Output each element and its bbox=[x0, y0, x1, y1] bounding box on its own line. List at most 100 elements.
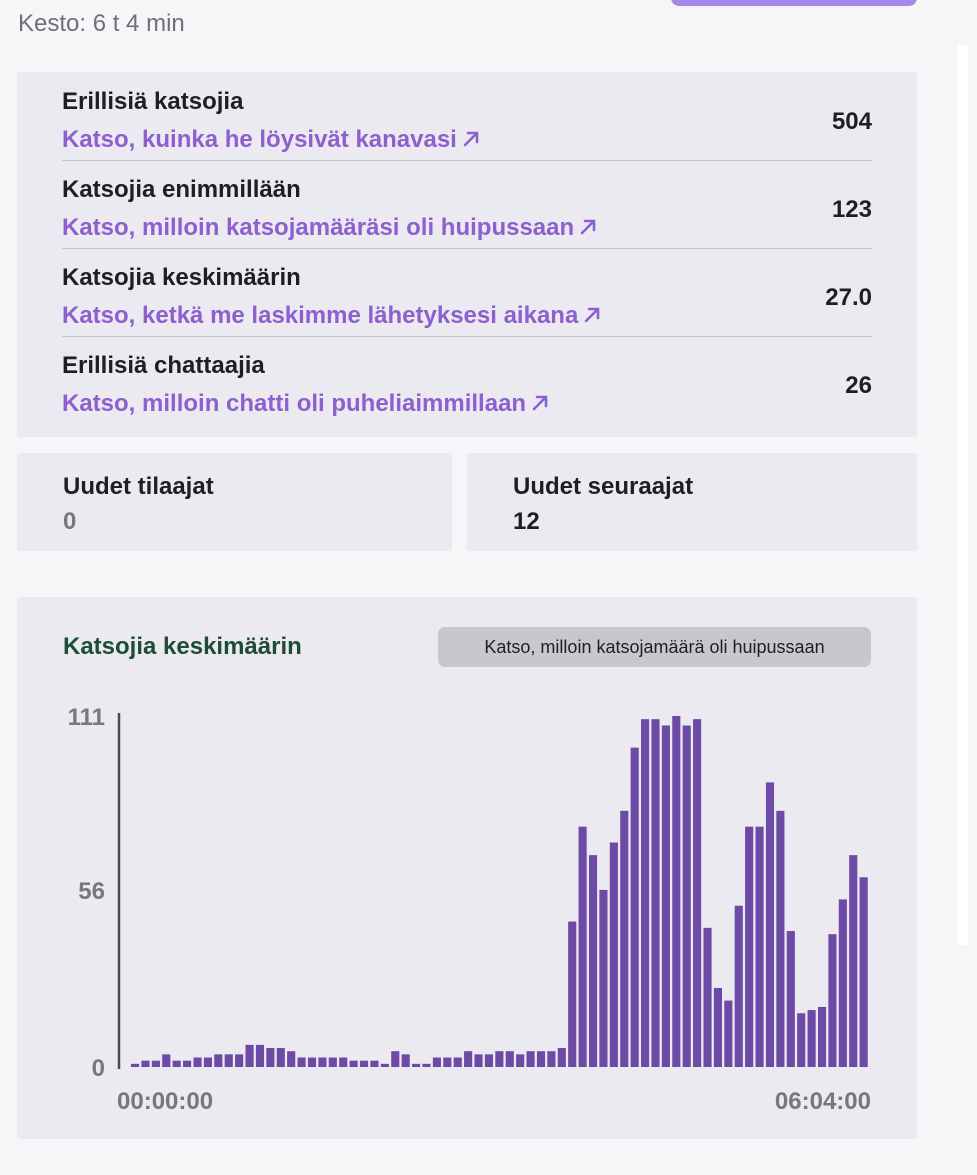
chart-bar[interactable] bbox=[620, 810, 629, 1067]
chart-bar[interactable] bbox=[131, 1063, 140, 1067]
chart-bar[interactable] bbox=[443, 1057, 452, 1067]
chart-bar[interactable] bbox=[370, 1060, 379, 1067]
stat-link-max-viewers[interactable]: Katso, milloin katsojamääräsi oli huipus… bbox=[62, 214, 598, 244]
new-followers-card: Uudet seuraajat 12 bbox=[467, 453, 917, 551]
arrow-up-right-icon bbox=[582, 304, 602, 332]
chart-bar[interactable] bbox=[235, 1054, 244, 1067]
chart-bar[interactable] bbox=[526, 1051, 535, 1067]
chart-bar[interactable] bbox=[401, 1054, 410, 1067]
chart-bar[interactable] bbox=[745, 826, 754, 1067]
viewers-bar-chart: 0 56 111 00:00:00 06:04:00 bbox=[68, 704, 871, 1115]
stat-link-average-viewers[interactable]: Katso, ketkä me laskimme lähetyksesi aik… bbox=[62, 302, 602, 332]
scrollbar[interactable] bbox=[958, 45, 968, 945]
stat-title: Katsojia enimmillään bbox=[62, 176, 301, 203]
chart-bar[interactable] bbox=[391, 1051, 400, 1067]
chart-bar[interactable] bbox=[266, 1048, 275, 1067]
chart-bar[interactable] bbox=[412, 1063, 421, 1067]
chart-bar[interactable] bbox=[536, 1051, 546, 1067]
chart-bar[interactable] bbox=[724, 1000, 733, 1067]
chart-bar[interactable] bbox=[672, 716, 681, 1067]
chart-bar[interactable] bbox=[224, 1054, 233, 1067]
chart-bar[interactable] bbox=[817, 1006, 827, 1067]
new-followers-value: 12 bbox=[513, 508, 540, 535]
chart-bar[interactable] bbox=[568, 921, 577, 1067]
chart-bar[interactable] bbox=[588, 855, 598, 1067]
chart-bar[interactable] bbox=[859, 877, 868, 1067]
chart-bar[interactable] bbox=[432, 1057, 441, 1067]
chart-bar[interactable] bbox=[380, 1063, 389, 1067]
y-tick-label: 56 bbox=[78, 878, 105, 905]
chart-bar[interactable] bbox=[693, 719, 702, 1067]
chart-bar[interactable] bbox=[495, 1051, 504, 1067]
chart-bar[interactable] bbox=[484, 1054, 494, 1067]
chart-bar[interactable] bbox=[193, 1057, 202, 1067]
chart-bar[interactable] bbox=[359, 1060, 369, 1067]
stream-stats-card: Erillisiä katsojia Katso, kuinka he löys… bbox=[17, 72, 917, 437]
chart-bar[interactable] bbox=[307, 1057, 317, 1067]
x-tick-label-end: 06:04:00 bbox=[775, 1088, 871, 1115]
chart-bar[interactable] bbox=[245, 1044, 254, 1067]
chart-bar[interactable] bbox=[297, 1057, 306, 1067]
chart-bar[interactable] bbox=[172, 1060, 181, 1067]
chart-bar[interactable] bbox=[661, 725, 670, 1067]
chart-bar[interactable] bbox=[713, 987, 722, 1067]
chart-bar[interactable] bbox=[578, 826, 587, 1067]
stream-duration: Kesto: 6 t 4 min bbox=[18, 10, 185, 37]
stat-link-unique-chatters[interactable]: Katso, milloin chatti oli puheliaimmilla… bbox=[62, 390, 550, 420]
chart-bar[interactable] bbox=[162, 1054, 171, 1067]
chart-bar[interactable] bbox=[609, 842, 618, 1067]
chart-bar[interactable] bbox=[828, 934, 837, 1067]
chart-bar[interactable] bbox=[339, 1057, 348, 1067]
new-subscribers-label: Uudet tilaajat bbox=[63, 473, 214, 500]
stat-row-average-viewers: Katsojia keskimäärin Katso, ketkä me las… bbox=[62, 248, 872, 337]
chart-bar[interactable] bbox=[328, 1057, 337, 1067]
stat-title: Katsojia keskimäärin bbox=[62, 264, 301, 291]
chart-bar[interactable] bbox=[474, 1054, 483, 1067]
stat-link-unique-viewers[interactable]: Katso, kuinka he löysivät kanavasi bbox=[62, 126, 481, 156]
y-tick-label: 0 bbox=[92, 1055, 105, 1082]
chart-bar[interactable] bbox=[651, 719, 660, 1067]
average-viewers-chart-card: Katsojia keskimäärin Katso, milloin kats… bbox=[17, 597, 917, 1139]
chart-bar[interactable] bbox=[755, 826, 764, 1067]
x-tick-label-start: 00:00:00 bbox=[117, 1088, 213, 1115]
stat-value: 504 bbox=[831, 108, 872, 135]
chart-bar[interactable] bbox=[765, 782, 775, 1067]
stat-row-max-viewers: Katsojia enimmillään Katso, milloin kats… bbox=[62, 160, 872, 249]
chart-bar[interactable] bbox=[276, 1048, 285, 1067]
chart-bar[interactable] bbox=[183, 1060, 192, 1067]
chart-bar[interactable] bbox=[141, 1060, 150, 1067]
chart-bar[interactable] bbox=[630, 747, 639, 1067]
chart-bar[interactable] bbox=[838, 899, 847, 1067]
chart-bar[interactable] bbox=[703, 927, 712, 1067]
chart-bar[interactable] bbox=[453, 1057, 462, 1067]
chart-bar[interactable] bbox=[641, 719, 650, 1067]
chart-bar[interactable] bbox=[547, 1051, 556, 1067]
chart-bar[interactable] bbox=[505, 1051, 514, 1067]
chart-bar[interactable] bbox=[422, 1063, 431, 1067]
chart-bar[interactable] bbox=[151, 1060, 160, 1067]
chart-bar[interactable] bbox=[849, 855, 858, 1067]
chart-bar[interactable] bbox=[807, 1010, 816, 1067]
chart-bar[interactable] bbox=[797, 1013, 806, 1067]
top-action-button[interactable] bbox=[671, 0, 917, 6]
stat-value: 26 bbox=[845, 372, 872, 399]
chart-bar[interactable] bbox=[203, 1057, 212, 1067]
peak-viewers-button[interactable]: Katso, milloin katsojamäärä oli huipussa… bbox=[438, 627, 871, 667]
chart-bar[interactable] bbox=[287, 1051, 296, 1067]
chart-bar[interactable] bbox=[557, 1048, 566, 1067]
chart-bar[interactable] bbox=[516, 1054, 525, 1067]
chart-bar[interactable] bbox=[786, 931, 795, 1067]
stat-title: Erillisiä katsojia bbox=[62, 88, 244, 115]
chart-bar[interactable] bbox=[349, 1060, 358, 1067]
arrow-up-right-icon bbox=[578, 216, 598, 244]
chart-title: Katsojia keskimäärin bbox=[63, 633, 302, 660]
chart-bar[interactable] bbox=[776, 810, 785, 1067]
chart-bar[interactable] bbox=[464, 1051, 473, 1067]
new-followers-label: Uudet seuraajat bbox=[513, 473, 694, 500]
chart-bar[interactable] bbox=[682, 725, 691, 1067]
chart-bar[interactable] bbox=[734, 905, 743, 1067]
chart-bar[interactable] bbox=[214, 1054, 223, 1067]
chart-bar[interactable] bbox=[255, 1044, 265, 1067]
chart-bar[interactable] bbox=[599, 889, 608, 1067]
chart-bar[interactable] bbox=[318, 1057, 327, 1067]
